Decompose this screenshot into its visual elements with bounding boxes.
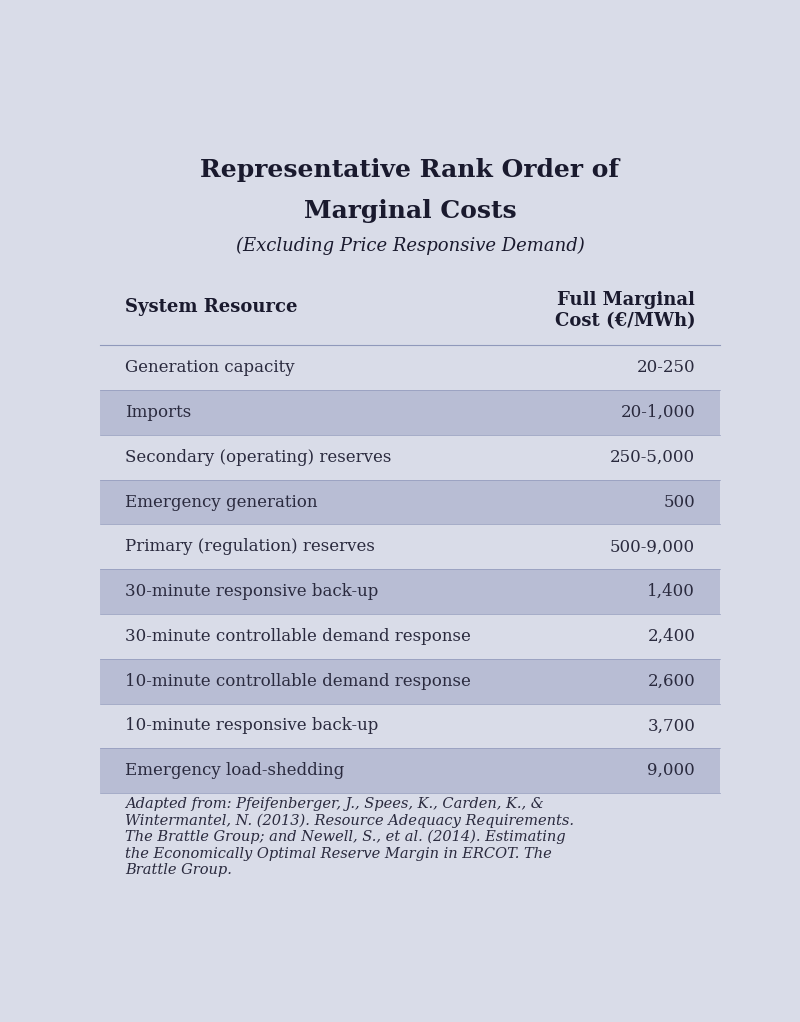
Text: Adapted from: Pfeifenberger, J., Spees, K., Carden, K., &
Wintermantel, N. (2013: Adapted from: Pfeifenberger, J., Spees, … — [125, 797, 574, 877]
Text: Primary (regulation) reserves: Primary (regulation) reserves — [125, 539, 374, 555]
Bar — [100, 569, 720, 614]
Bar — [100, 703, 720, 748]
Text: Full Marginal
Cost (€/MWh): Full Marginal Cost (€/MWh) — [554, 291, 695, 330]
Text: 30-minute responsive back-up: 30-minute responsive back-up — [125, 584, 378, 600]
Text: 500: 500 — [663, 494, 695, 511]
Text: Imports: Imports — [125, 404, 191, 421]
Text: 30-minute controllable demand response: 30-minute controllable demand response — [125, 628, 470, 645]
Text: 500-9,000: 500-9,000 — [610, 539, 695, 555]
Text: Emergency load-shedding: Emergency load-shedding — [125, 762, 344, 779]
Bar — [100, 614, 720, 659]
Text: 10-minute controllable demand response: 10-minute controllable demand response — [125, 672, 470, 690]
Text: Secondary (operating) reserves: Secondary (operating) reserves — [125, 449, 391, 466]
Text: Generation capacity: Generation capacity — [125, 359, 294, 376]
Bar — [100, 390, 720, 435]
Text: 10-minute responsive back-up: 10-minute responsive back-up — [125, 717, 378, 735]
Bar — [100, 748, 720, 793]
Text: 9,000: 9,000 — [647, 762, 695, 779]
Text: System Resource: System Resource — [125, 297, 298, 316]
Bar — [100, 345, 720, 390]
Bar — [100, 479, 720, 524]
Text: 2,400: 2,400 — [647, 628, 695, 645]
Text: 3,700: 3,700 — [647, 717, 695, 735]
Text: 20-250: 20-250 — [637, 359, 695, 376]
Bar — [100, 524, 720, 569]
Text: 2,600: 2,600 — [647, 672, 695, 690]
Text: (Excluding Price Responsive Demand): (Excluding Price Responsive Demand) — [236, 237, 584, 256]
Text: Emergency generation: Emergency generation — [125, 494, 318, 511]
Text: 250-5,000: 250-5,000 — [610, 449, 695, 466]
Bar — [100, 435, 720, 479]
Bar — [100, 659, 720, 703]
Text: 1,400: 1,400 — [647, 584, 695, 600]
Text: Marginal Costs: Marginal Costs — [304, 199, 516, 223]
Text: Representative Rank Order of: Representative Rank Order of — [201, 158, 619, 182]
Text: 20-1,000: 20-1,000 — [621, 404, 695, 421]
Bar — [100, 284, 720, 345]
